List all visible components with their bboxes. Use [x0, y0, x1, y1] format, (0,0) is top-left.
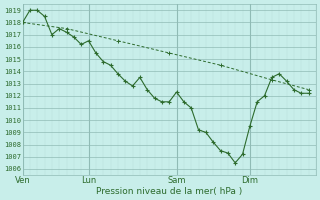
X-axis label: Pression niveau de la mer( hPa ): Pression niveau de la mer( hPa )	[96, 187, 242, 196]
